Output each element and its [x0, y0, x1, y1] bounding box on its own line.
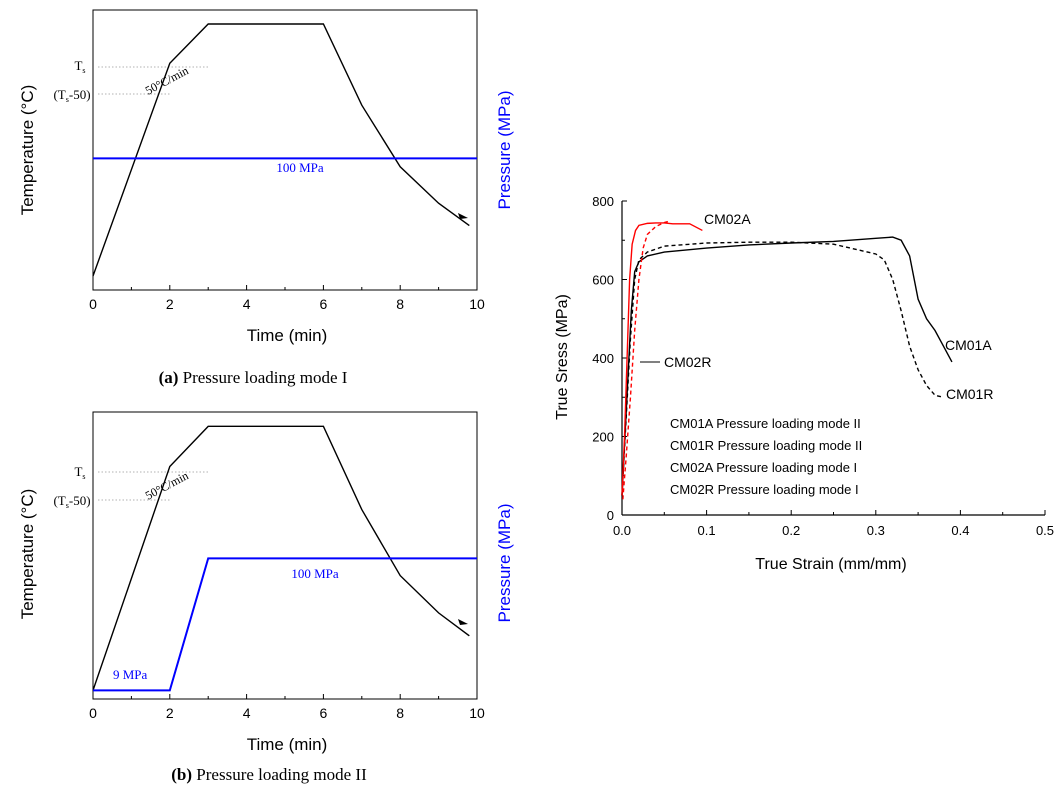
panel-a-x-tick-label: 2 [166, 296, 174, 312]
panel-a-plot-frame [92, 9, 478, 291]
panel-c-y-tick-label: 0 [607, 508, 614, 523]
panel-a-caption: (a) Pressure loading mode I [159, 368, 348, 387]
panel-c-y-axis-label: True Sress (MPa) [554, 294, 571, 420]
panel-c-x-tick-label: 0.5 [1036, 523, 1054, 538]
panel-b-plot-frame [92, 411, 478, 700]
panel-c: 0.0 0.1 0.2 0.3 0.4 0.5 0 200 400 600 800 True Str… [554, 194, 1054, 573]
cm02r-annotation: CM02R [664, 354, 711, 370]
panel-b-temperature-line [92, 425, 470, 691]
panel-c-x-axis-label: True Strain (mm/mm) [755, 556, 906, 573]
panel-a-pressure-label: 100 MPa [276, 160, 324, 175]
series-cm02r-line [622, 220, 669, 500]
legend-line-cm01r: CM01R Pressure loading mode II [670, 438, 862, 453]
cm01r-annotation: CM01R [946, 386, 993, 402]
panel-b-ts-label: Ts [74, 464, 85, 481]
panel-b-y2-axis-label: Pressure (MPa) [495, 503, 514, 622]
panel-a-ts50-label: (Ts-50) [53, 87, 90, 104]
panel-b-x-axis-label: Time (min) [247, 735, 328, 754]
panel-c-x-tick-label: 0.4 [951, 523, 969, 538]
panel-b-pressure-line [93, 557, 477, 692]
panel-a-x-tick-label: 6 [320, 296, 328, 312]
panel-a-x-tick-label: 4 [243, 296, 251, 312]
series-cm01r-line [621, 241, 944, 496]
panel-b: 0 2 4 6 8 10 Time (min) Temperature (°C) Pres… [18, 411, 514, 784]
panel-b-temperature-arrowhead [458, 619, 468, 625]
panel-a-x-ticks: 0 2 4 6 8 10 [89, 285, 485, 312]
legend-line-cm01a: CM01A Pressure loading mode II [670, 416, 861, 431]
panel-b-caption: (b) Pressure loading mode II [171, 765, 367, 784]
panel-a-x-tick-label: 8 [396, 296, 404, 312]
panel-c-y-tick-label: 600 [592, 273, 614, 288]
panel-a-temperature-line [92, 23, 470, 277]
panel-a-x-tick-label: 0 [89, 296, 97, 312]
panel-c-x-tick-label: 0.2 [782, 523, 800, 538]
cm02a-annotation: CM02A [704, 211, 751, 227]
legend-line-cm02a: CM02A Pressure loading mode I [670, 460, 857, 475]
series-cm01a-line [621, 236, 953, 496]
series-cm02a-line [621, 222, 703, 496]
panel-c-y-tick-label: 800 [592, 194, 614, 209]
panel-b-y-axis-label: Temperature (°C) [18, 489, 37, 620]
panel-c-axes: 0.0 0.1 0.2 0.3 0.4 0.5 0 200 400 600 800 [592, 194, 1054, 538]
panel-b-x-tick-label: 4 [243, 705, 251, 721]
legend-line-cm02r: CM02R Pressure loading mode I [670, 482, 859, 497]
panel-b-pressure-label: 100 MPa [291, 566, 339, 581]
panel-a-x-tick-label: 10 [469, 296, 485, 312]
panel-c-x-tick-label: 0.3 [867, 523, 885, 538]
panel-c-x-tick-label: 0.1 [698, 523, 716, 538]
panel-b-x-ticks: 0 2 4 6 8 10 [89, 694, 485, 721]
panel-a-ts-label: Ts [74, 58, 85, 75]
panel-b-x-tick-label: 0 [89, 705, 97, 721]
panel-a-y2-axis-label: Pressure (MPa) [495, 90, 514, 209]
panel-b-ts50-label: (Ts-50) [53, 493, 90, 510]
panel-a-rate-label: 50°C/min [143, 63, 191, 97]
panel-c-legend: CM01A Pressure loading mode II CM01R Pre… [670, 416, 862, 497]
panel-b-x-tick-label: 8 [396, 705, 404, 721]
cm01a-annotation: CM01A [945, 337, 992, 353]
panel-a-temperature-arrowhead [458, 213, 468, 219]
panel-b-x-tick-label: 10 [469, 705, 485, 721]
panel-a-y-axis-label: Temperature (°C) [18, 85, 37, 216]
panel-a-x-axis-label: Time (min) [247, 326, 328, 345]
panel-b-x-tick-label: 6 [320, 705, 328, 721]
panel-c-series [621, 220, 953, 500]
panel-a: 0 2 4 6 8 10 Time (min) Temperature (°C) Pres… [18, 9, 514, 387]
panel-c-y-tick-label: 400 [592, 351, 614, 366]
panel-b-low-pressure-label: 9 MPa [113, 667, 148, 682]
panel-c-y-tick-label: 200 [592, 430, 614, 445]
panel-c-x-tick-label: 0.0 [613, 523, 631, 538]
panel-b-x-tick-label: 2 [166, 705, 174, 721]
